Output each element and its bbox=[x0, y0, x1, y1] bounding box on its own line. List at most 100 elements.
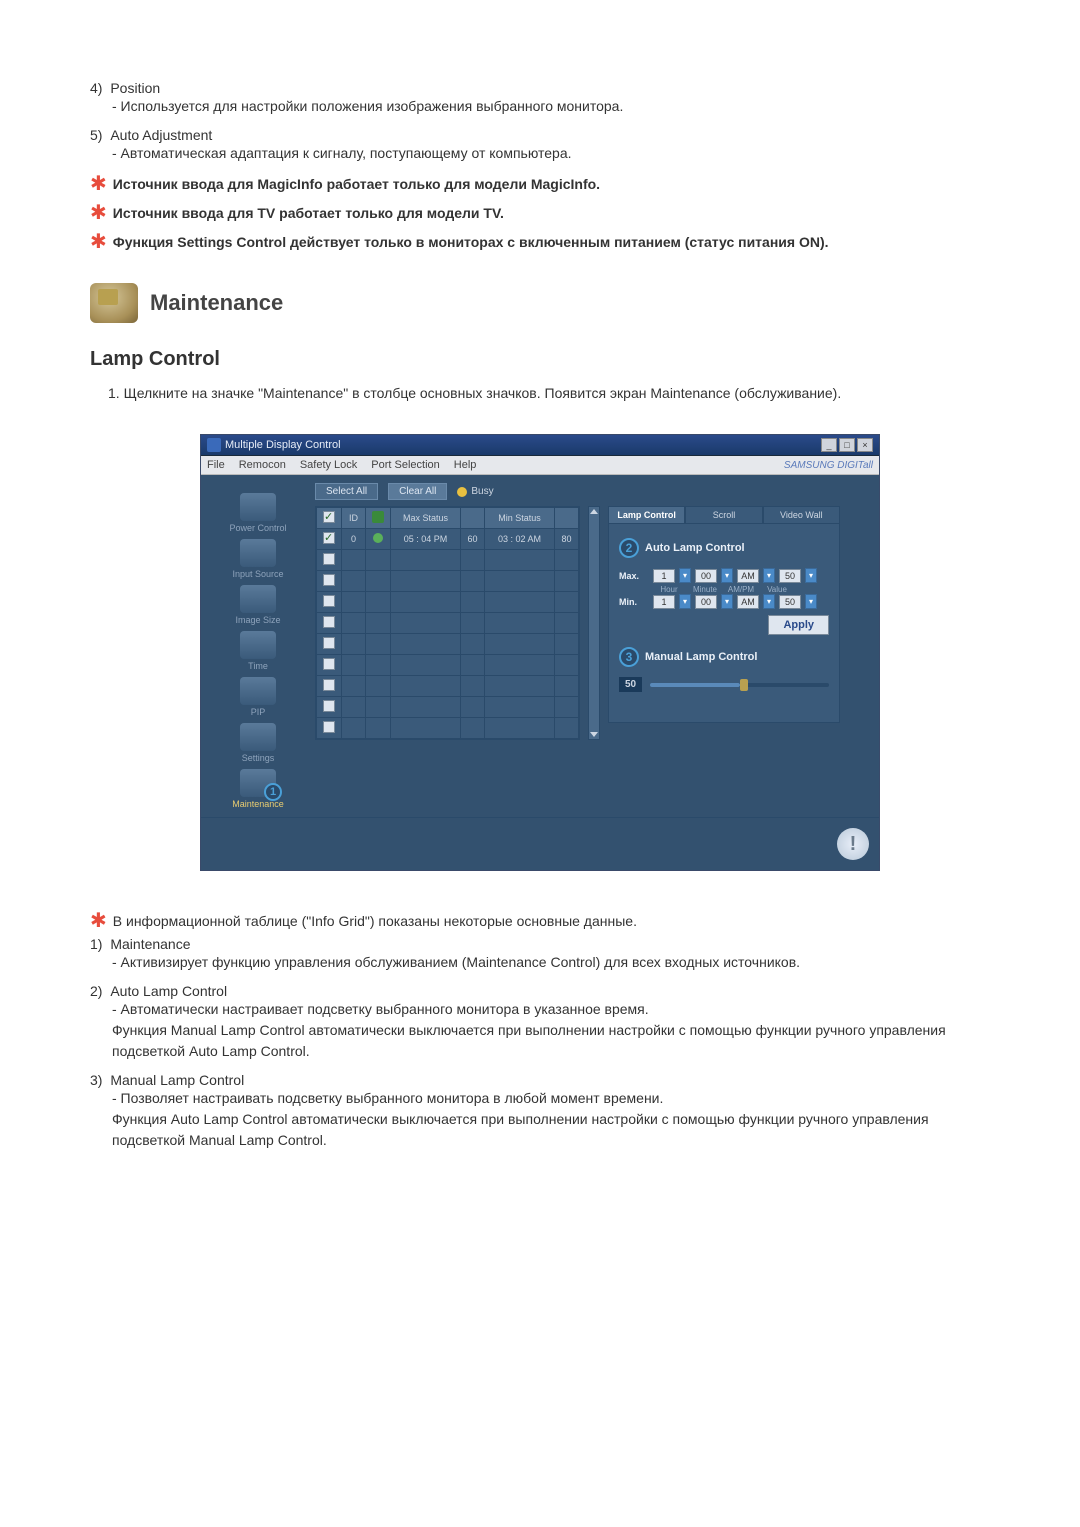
max-value[interactable]: 50 bbox=[779, 569, 801, 583]
window-title: Multiple Display Control bbox=[225, 439, 341, 451]
row-checkbox[interactable] bbox=[323, 553, 335, 565]
slider-thumb[interactable] bbox=[740, 679, 748, 691]
titlebar: Multiple Display Control _ □ × bbox=[201, 435, 879, 456]
slider-fill bbox=[650, 683, 739, 687]
grid-row[interactable] bbox=[317, 697, 579, 718]
item-line: - Активизирует функцию управления обслуж… bbox=[112, 952, 990, 973]
dropdown-icon[interactable]: ▾ bbox=[721, 594, 733, 609]
sidebar-item-pip[interactable]: PIP bbox=[209, 677, 307, 717]
grid-row[interactable] bbox=[317, 718, 579, 739]
info-icon[interactable]: ! bbox=[837, 828, 869, 860]
row-checkbox[interactable] bbox=[323, 700, 335, 712]
clear-all-button[interactable]: Clear All bbox=[388, 483, 447, 500]
max-hour[interactable]: 1 bbox=[653, 569, 675, 583]
sidebar-item-input-source[interactable]: Input Source bbox=[209, 539, 307, 579]
min-minute[interactable]: 00 bbox=[695, 595, 717, 609]
grid-scrollbar[interactable] bbox=[588, 506, 600, 740]
manual-lamp-section: 3 Manual Lamp Control 50 bbox=[619, 647, 829, 692]
grid-header-row: ID Max Status Min Status bbox=[317, 508, 579, 529]
app-icon bbox=[207, 438, 221, 452]
dropdown-icon[interactable]: ▾ bbox=[805, 568, 817, 583]
dropdown-icon[interactable]: ▾ bbox=[763, 594, 775, 609]
tab-scroll[interactable]: Scroll bbox=[685, 506, 762, 524]
max-minute[interactable]: 00 bbox=[695, 569, 717, 583]
sidebar-item-image-size[interactable]: Image Size bbox=[209, 585, 307, 625]
item-number: 4) bbox=[90, 80, 102, 96]
tab-lamp-control[interactable]: Lamp Control bbox=[608, 506, 685, 524]
dropdown-icon[interactable]: ▾ bbox=[679, 568, 691, 583]
grid-row[interactable] bbox=[317, 571, 579, 592]
grid-row[interactable] bbox=[317, 550, 579, 571]
item-maintenance: 1) Maintenance - Активизирует функцию уп… bbox=[90, 936, 990, 973]
cell-minv: 80 bbox=[555, 529, 579, 550]
menu-help[interactable]: Help bbox=[454, 459, 477, 471]
callout-badge-2: 2 bbox=[619, 538, 639, 558]
callout-badge-3: 3 bbox=[619, 647, 639, 667]
menu-remocon[interactable]: Remocon bbox=[239, 459, 286, 471]
menu-safety-lock[interactable]: Safety Lock bbox=[300, 459, 357, 471]
note-info-grid: ✱ В информационной таблице ("Info Grid")… bbox=[90, 911, 990, 932]
item-title: Position bbox=[110, 80, 160, 96]
dropdown-icon[interactable]: ▾ bbox=[805, 594, 817, 609]
min-ampm[interactable]: AM bbox=[737, 595, 759, 609]
min-label: Min. bbox=[619, 597, 649, 607]
grid-row[interactable] bbox=[317, 613, 579, 634]
row-checkbox[interactable] bbox=[323, 532, 335, 544]
dropdown-icon[interactable]: ▾ bbox=[721, 568, 733, 583]
sidebar-item-maintenance[interactable]: 1 Maintenance bbox=[209, 769, 307, 809]
item-number: 5) bbox=[90, 127, 102, 143]
lamp-slider[interactable] bbox=[650, 683, 829, 687]
apply-button[interactable]: Apply bbox=[768, 615, 829, 635]
col-min-status: Min Status bbox=[485, 508, 555, 529]
scroll-down-icon[interactable] bbox=[590, 732, 598, 737]
select-all-button[interactable]: Select All bbox=[315, 483, 378, 500]
dropdown-icon[interactable]: ▾ bbox=[679, 594, 691, 609]
minimize-button[interactable]: _ bbox=[821, 438, 837, 452]
max-ampm[interactable]: AM bbox=[737, 569, 759, 583]
close-button[interactable]: × bbox=[857, 438, 873, 452]
menu-port-selection[interactable]: Port Selection bbox=[371, 459, 439, 471]
min-hour[interactable]: 1 bbox=[653, 595, 675, 609]
callout-badge-1: 1 bbox=[264, 783, 282, 801]
col-max-status: Max Status bbox=[391, 508, 461, 529]
header-checkbox[interactable] bbox=[323, 511, 335, 523]
min-value[interactable]: 50 bbox=[779, 595, 801, 609]
grid-row[interactable] bbox=[317, 592, 579, 613]
scroll-up-icon[interactable] bbox=[590, 509, 598, 514]
sidebar-item-power-control[interactable]: Power Control bbox=[209, 493, 307, 533]
menu-file[interactable]: File bbox=[207, 459, 225, 471]
item-line: - Позволяет настраивать подсветку выбран… bbox=[112, 1088, 990, 1109]
dropdown-icon[interactable]: ▾ bbox=[763, 568, 775, 583]
tab-video-wall[interactable]: Video Wall bbox=[763, 506, 840, 524]
section-title: Maintenance bbox=[150, 290, 283, 316]
top-list: 4) Position - Используется для настройки… bbox=[90, 80, 990, 164]
max-label: Max. bbox=[619, 571, 649, 581]
row-checkbox[interactable] bbox=[323, 616, 335, 628]
grid-row[interactable] bbox=[317, 655, 579, 676]
sidebar-item-label: PIP bbox=[251, 707, 266, 717]
grid-row[interactable] bbox=[317, 634, 579, 655]
item-line: - Автоматически настраивает подсветку вы… bbox=[112, 999, 990, 1020]
grid-row[interactable]: 0 05 : 04 PM 60 03 : 02 AM 80 bbox=[317, 529, 579, 550]
row-checkbox[interactable] bbox=[323, 574, 335, 586]
item-line: Функция Manual Lamp Control автоматическ… bbox=[112, 1020, 990, 1062]
row-checkbox[interactable] bbox=[323, 658, 335, 670]
row-checkbox[interactable] bbox=[323, 721, 335, 733]
status-header-icon bbox=[372, 511, 384, 523]
sidebar-item-time[interactable]: Time bbox=[209, 631, 307, 671]
maximize-button[interactable]: □ bbox=[839, 438, 855, 452]
status-dot-icon bbox=[373, 533, 383, 543]
sidebar: Power Control Input Source Image Size Ti… bbox=[209, 483, 307, 809]
row-checkbox[interactable] bbox=[323, 679, 335, 691]
item-title: Auto Lamp Control bbox=[110, 983, 227, 999]
sidebar-item-settings[interactable]: Settings bbox=[209, 723, 307, 763]
row-checkbox[interactable] bbox=[323, 595, 335, 607]
item-number: 3) bbox=[90, 1072, 102, 1088]
row-checkbox[interactable] bbox=[323, 637, 335, 649]
item-number: 2) bbox=[90, 983, 102, 999]
note-tv: ✱ Источник ввода для TV работает только … bbox=[90, 203, 990, 224]
grid-row[interactable] bbox=[317, 676, 579, 697]
brand-label: SAMSUNG DIGITall bbox=[784, 460, 873, 471]
auto-lamp-section: 2 Auto Lamp Control Max. 1▾ 00▾ AM▾ 50▾ bbox=[619, 538, 829, 631]
busy-icon bbox=[457, 487, 467, 497]
